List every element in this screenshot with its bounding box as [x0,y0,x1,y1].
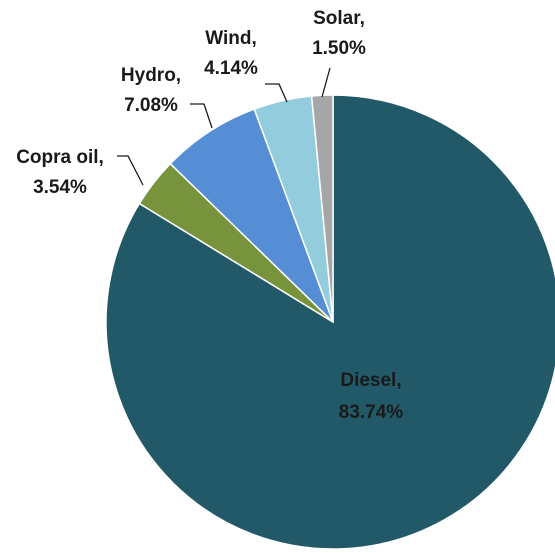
data-label-value-solar: 1.50% [312,38,366,59]
data-labels: Diesel, 83.74% Copra oil, 3.54% Hydro, 7.08% W… [16,8,403,423]
data-label-name-wind: Wind, [205,28,257,49]
leader-line-solar [321,67,331,98]
pie-slices [105,94,555,550]
data-label-name-hydro: Hydro, [121,65,181,86]
slice-diesel [105,94,555,550]
leader-line-wind [265,83,288,103]
data-label-value-copra-oil: 3.54% [33,177,87,198]
leader-line-hydro [190,103,213,129]
data-label-value-diesel: 83.74% [339,402,404,423]
data-label-value-hydro: 7.08% [124,95,178,116]
slice-hydro [169,108,334,323]
data-label-name-diesel: Diesel, [340,370,401,391]
data-label-value-wind: 4.14% [204,58,258,79]
leader-line-copra-oil [117,155,144,186]
data-label-name-solar: Solar, [313,8,365,29]
leader-lines [117,67,331,186]
data-label-name-copra-oil: Copra oil, [16,147,104,168]
